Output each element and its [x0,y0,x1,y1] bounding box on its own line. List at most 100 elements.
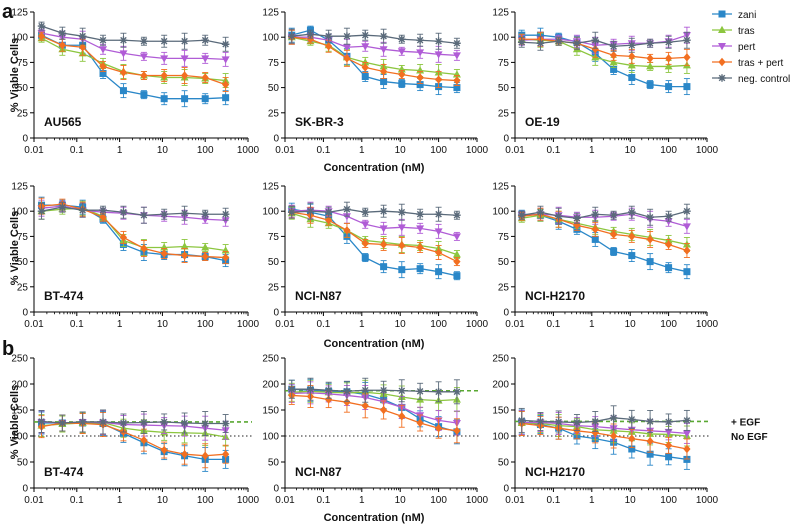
y-tick-label: 75 [498,58,510,69]
y-tick-label: 100 [262,207,279,218]
chart-title: AU565 [44,115,82,129]
x-tick-label: 10 [157,495,169,506]
series-traspert [518,207,691,258]
data-point [222,253,230,262]
data-point [452,233,461,241]
x-tick-label: 10 [395,495,407,506]
data-point [628,434,636,443]
data-point [453,211,461,220]
series-traspert [37,31,230,93]
series-neg [287,27,461,50]
chart-b3: 0 50 100 150 200 250 0.01 0.1 1 10 100 1000 + EGF No … [492,354,767,507]
data-point [628,252,636,260]
data-point [628,74,636,82]
chart-title: OE-19 [525,115,560,129]
data-point [554,418,563,426]
x-tick-label: 0.1 [546,495,560,506]
data-point [361,73,369,81]
data-point [665,240,673,249]
data-point [554,212,563,221]
series-line [291,208,458,277]
data-point [287,32,296,40]
series-neg [517,31,691,53]
data-point [646,437,654,446]
y-tick-label: 100 [492,432,509,443]
series-traspert [518,411,691,460]
data-point [201,252,209,261]
data-point [453,39,461,48]
x-tick-label: 100 [660,145,677,156]
data-point [573,39,581,48]
data-point [222,80,230,89]
data-point [627,415,636,424]
data-point [119,208,128,217]
data-point [119,87,127,95]
legend-label: tras [738,26,755,37]
series-line [41,25,226,45]
panel-label-b: b [2,338,14,360]
x-tick-label: 0.1 [70,495,84,506]
y-tick-label: 0 [273,484,279,495]
series-line [291,209,458,238]
series-line [521,210,688,219]
series-zani [518,409,691,470]
data-point [324,32,333,40]
data-point [343,398,351,407]
series-line [521,422,688,450]
x-tick-label: 100 [197,495,214,506]
data-point [180,71,189,80]
data-point [610,51,618,60]
data-point [683,36,691,45]
y-tick-label: 50 [17,458,29,469]
data-point [610,230,618,239]
data-point [201,73,209,82]
data-point [416,225,425,233]
data-point [397,208,406,217]
data-point [609,211,618,220]
legend-marker [718,43,726,51]
series-line [41,422,226,457]
data-point [682,223,691,231]
series-line [521,417,687,424]
legend-marker [718,57,726,67]
data-point [343,32,351,40]
series-line [291,36,457,82]
x-tick-label: 1 [589,145,595,156]
data-point [646,213,654,222]
data-point [664,62,673,70]
egf-label: + EGF [731,417,760,428]
series-line [41,420,226,425]
series-traspert [288,385,461,444]
x-tick-label: 1000 [696,495,719,506]
x-tick-label: 100 [197,145,214,156]
y-tick-label: 200 [262,380,279,391]
data-point [416,81,424,89]
y-tick-label: 100 [492,33,509,44]
chart-b1: 0 50 100 150 200 250 0.01 0.1 1 10 100 1000 BT-474 [11,354,259,507]
data-point [201,95,209,103]
data-point [343,54,351,63]
y-tick-label: 25 [17,282,29,293]
data-point [140,244,148,253]
data-point [379,386,388,395]
series-neg [287,201,461,222]
data-point [434,210,443,219]
y-tick-label: 75 [268,232,280,243]
data-point [683,246,691,255]
data-point [554,37,563,46]
chart-a5: 0 25 50 75 100 125 0.01 0.1 1 10 100 1000 NCI-N87 [262,182,488,331]
data-point [78,32,87,40]
x-tick-label: 0.1 [316,319,330,330]
data-point [610,431,618,441]
x-tick-label: 1 [117,145,123,156]
data-point [628,52,636,61]
series-line [291,33,457,44]
series-line [291,208,457,216]
data-point [222,94,230,102]
data-point [683,83,691,91]
x-tick-label: 0.01 [275,145,295,156]
series-neg [37,409,230,436]
no-egf-label: No EGF [731,432,768,443]
data-point [379,32,388,40]
data-point [397,48,406,56]
